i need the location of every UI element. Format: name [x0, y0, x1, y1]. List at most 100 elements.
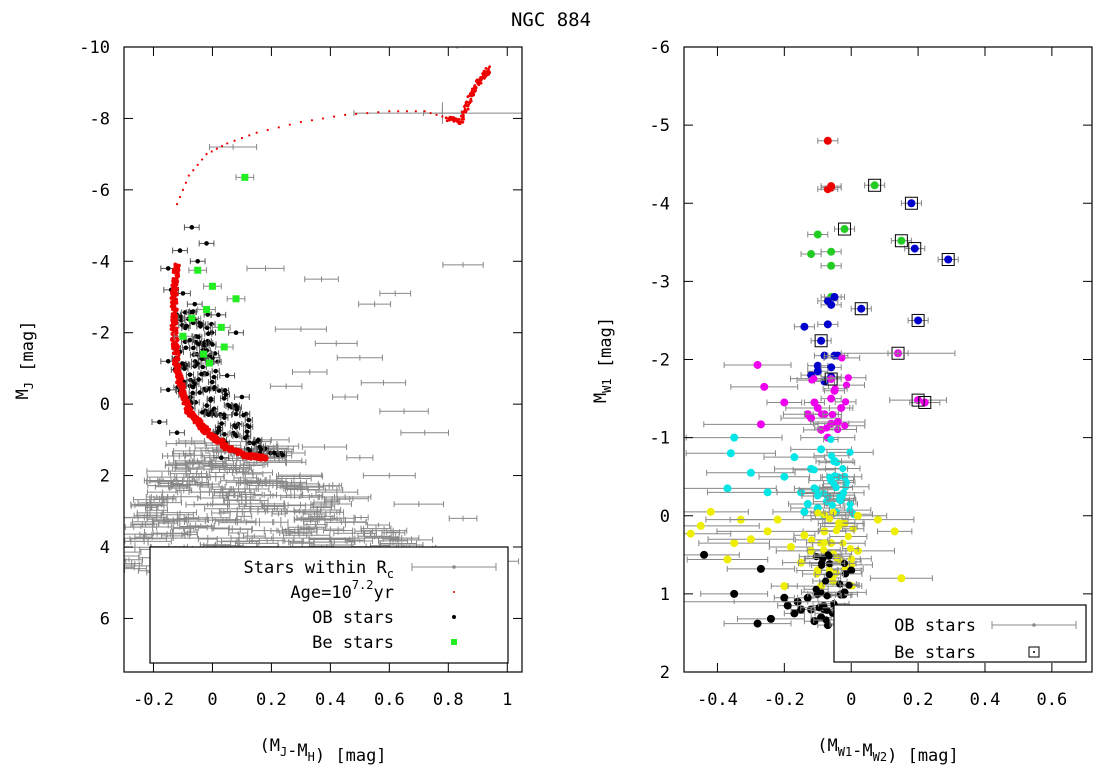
isochrone-point — [483, 76, 486, 80]
magenta-star-point — [833, 418, 842, 426]
isochrone-point — [477, 83, 481, 87]
ob-star-point — [180, 322, 185, 328]
isochrone-point — [172, 270, 176, 274]
ob-star-point — [206, 412, 211, 417]
ob-star-point — [190, 390, 196, 396]
isochrone-point — [463, 107, 467, 111]
field-star-errorbar — [134, 533, 153, 541]
isochrone-point — [444, 116, 448, 120]
left-x-axis-label: (MJ-MH) [mag] — [259, 736, 386, 765]
magenta-star-point — [827, 394, 836, 403]
isochrone-point — [177, 352, 181, 357]
legend-key-dot — [452, 615, 456, 619]
isochrone-point — [464, 109, 468, 113]
field-star-errorbar — [193, 501, 228, 508]
field-star-errorbar — [159, 494, 177, 504]
ob-star-point — [210, 355, 215, 361]
field-star-errorbar — [341, 518, 367, 526]
isochrone-point — [332, 115, 336, 118]
isochrone-point — [171, 338, 175, 343]
black-star-point — [825, 571, 833, 579]
yellow-star-point — [746, 535, 755, 544]
field-star-errorbar — [173, 446, 207, 456]
black-star-point — [845, 581, 853, 589]
isochrone-point — [192, 420, 197, 425]
field-star-errorbar — [234, 460, 264, 470]
isochrone-point — [299, 120, 302, 124]
isochrone-point — [171, 279, 176, 284]
isochrone-point — [310, 119, 314, 122]
isochrone-point — [175, 338, 180, 342]
ob-star-point — [241, 412, 246, 418]
field-star-errorbar — [177, 513, 200, 524]
ob-star-point — [209, 321, 214, 327]
legend-key-dot — [453, 591, 455, 593]
field-star-errorbar — [229, 484, 270, 493]
field-star-errorbar — [209, 144, 258, 150]
isochrone-point — [258, 457, 262, 461]
magenta-star-point — [810, 375, 818, 383]
y-tick-label: 2 — [660, 663, 670, 683]
black-star-point — [825, 552, 833, 560]
field-star-errorbar — [221, 490, 236, 501]
legend-label: Be stars — [312, 633, 394, 653]
isochrone-point — [482, 69, 486, 73]
isochrone-point — [174, 313, 178, 318]
ob-star-point — [209, 379, 215, 385]
isochrone-point — [277, 126, 280, 129]
legend-label: OB stars — [894, 616, 976, 636]
field-star-errorbar — [287, 522, 327, 532]
be-star-box — [868, 178, 882, 192]
red-star-point — [827, 182, 836, 191]
x-tick-label: 0.2 — [903, 690, 934, 710]
ob-star-point — [165, 358, 171, 364]
legend-label: Be stars — [894, 643, 976, 663]
be-star-box — [911, 313, 925, 327]
blue-star-point — [817, 336, 826, 345]
isochrone-point — [196, 422, 201, 426]
black-star-point — [783, 601, 792, 610]
field-star-errorbar — [274, 326, 327, 333]
ob-star-point — [192, 301, 198, 307]
ob-star-point — [182, 366, 187, 372]
cyan-star-point — [830, 457, 838, 466]
cyan-star-point — [726, 449, 735, 458]
isochrone-point — [215, 147, 218, 150]
isochrone-point — [248, 134, 251, 137]
field-star-errorbar — [131, 520, 160, 527]
isochrone-point — [187, 174, 190, 177]
isochrone-point — [189, 412, 193, 417]
yellow-star-point — [800, 531, 809, 540]
blue-star-point — [800, 322, 809, 331]
ob-star-point — [280, 452, 286, 458]
cyan-star-point — [763, 488, 772, 497]
isochrone-point — [429, 111, 432, 115]
yellow-star-point — [814, 509, 822, 517]
isochrone-point — [448, 115, 452, 119]
ob-star-point — [205, 312, 211, 317]
field-star-errorbar — [272, 482, 301, 489]
yellow-star-point — [853, 511, 862, 520]
field-star-errorbar — [316, 526, 345, 533]
ob-star-point — [222, 388, 228, 393]
ob-star-point — [187, 372, 193, 377]
isochrone-point — [388, 110, 391, 113]
x-tick-label: 0.6 — [374, 690, 405, 710]
y-tick-label: -3 — [650, 272, 670, 292]
field-star-errorbar — [169, 483, 191, 493]
yellow-star-point — [807, 536, 816, 544]
y-tick-label: -4 — [90, 252, 110, 272]
be-star-point — [179, 332, 187, 340]
be-star-box — [854, 302, 868, 316]
field-star-errorbar — [158, 478, 198, 485]
isochrone-point — [377, 111, 380, 114]
green-star-point — [897, 236, 906, 245]
legend-key-dot — [1033, 651, 1035, 653]
isochrone-point — [174, 301, 179, 305]
isochrone-point — [470, 87, 474, 91]
cyan-star-point — [839, 464, 847, 473]
black-star-point — [823, 606, 831, 614]
isochrone-point — [184, 181, 188, 184]
magenta-star-point — [842, 381, 851, 389]
field-star-errorbar — [211, 507, 231, 519]
